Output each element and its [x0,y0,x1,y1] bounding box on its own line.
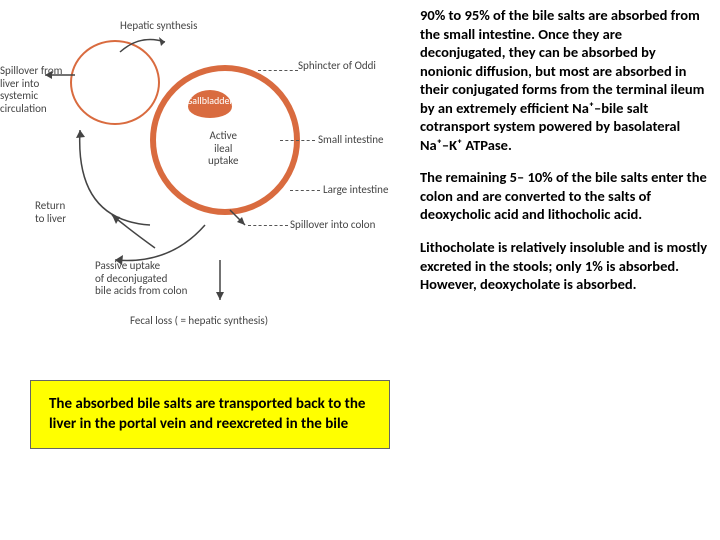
arrow-hepatic [115,32,175,62]
body-text: 90% to 95% of the bile salts are absorbe… [420,6,710,294]
label-return-liver: Return to liver [35,200,66,225]
label-spillover-liver: Spillover from liver into systemic circu… [0,65,62,116]
paragraph-1: 90% to 95% of the bile salts are absorbe… [420,6,710,154]
paragraph-3: Lithocholate is relatively insoluble and… [420,238,710,294]
label-passive-uptake: Passive uptake of deconjugated bile acid… [95,260,187,298]
paragraph-2: The remaining 5– 10% of the bile salts e… [420,168,710,224]
label-active-ileal: Active ileal uptake [208,130,238,168]
enterohepatic-diagram: Hepatic synthesis Sphincter of Oddi Spil… [0,10,390,350]
highlight-box: The absorbed bile salts are transported … [30,380,390,449]
arrow-spillover-colon [225,205,255,235]
label-hepatic-synthesis: Hepatic synthesis [120,20,197,33]
dash-small-intestine [280,140,315,141]
label-large-intestine: Large intestine [323,184,388,197]
label-spillover-colon: Spillover into colon [290,219,375,232]
dash-large-intestine [290,190,320,191]
dash-sphincter [258,70,298,71]
label-sphincter-oddi: Sphincter of Oddi [298,60,376,73]
arrow-fecal-loss [210,260,230,310]
label-gallbladder: Gallbladder [186,95,233,107]
label-small-intestine: Small intestine [318,134,383,147]
highlight-text: The absorbed bile salts are transported … [49,395,365,433]
label-fecal-loss: Fecal loss ( = hepatic synthesis) [130,315,268,328]
